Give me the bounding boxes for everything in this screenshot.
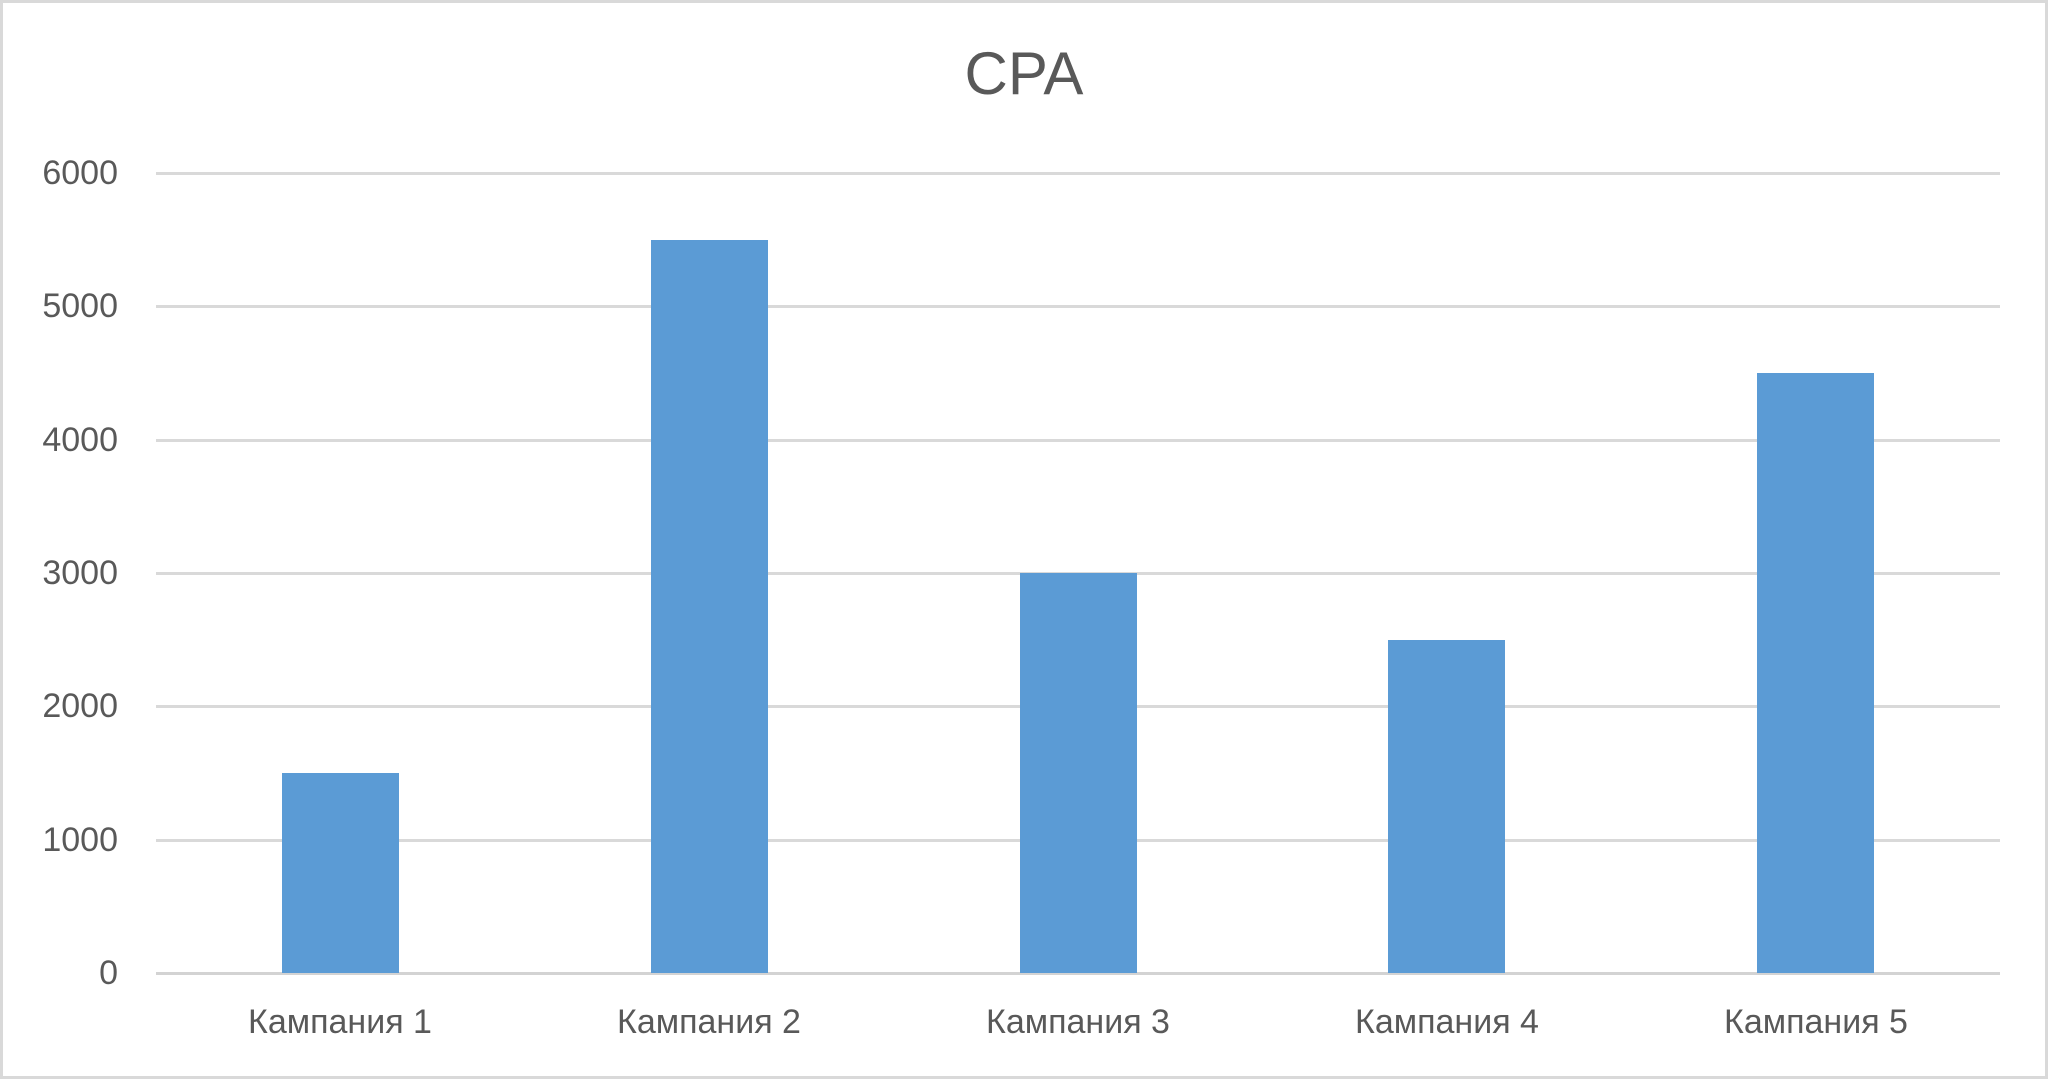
y-tick-label: 0 xyxy=(99,954,118,992)
x-category-label: Кампания 2 xyxy=(617,1003,801,1041)
y-tick-label: 2000 xyxy=(42,687,118,726)
bar-кампания-1 xyxy=(282,773,399,973)
gridline xyxy=(156,305,2000,309)
bar-кампания-3 xyxy=(1020,573,1137,973)
y-tick-label: 1000 xyxy=(42,820,118,859)
bar-кампания-5 xyxy=(1757,373,1874,973)
x-axis-line xyxy=(156,972,2000,975)
y-tick-label: 6000 xyxy=(42,154,118,192)
y-tick-label: 4000 xyxy=(42,420,118,459)
x-category-label: Кампания 1 xyxy=(248,1003,432,1041)
x-category-label: Кампания 4 xyxy=(1355,1003,1539,1041)
gridline xyxy=(156,438,2000,442)
gridline xyxy=(156,172,2000,175)
y-tick-label: 5000 xyxy=(42,287,118,326)
x-category-label: Кампания 5 xyxy=(1724,1003,1908,1041)
chart-title: CPA xyxy=(964,40,1084,107)
bar-кампания-2 xyxy=(651,240,768,973)
bar-кампания-4 xyxy=(1388,640,1505,973)
x-category-label: Кампания 3 xyxy=(986,1003,1170,1041)
y-tick-label: 3000 xyxy=(42,554,118,592)
plot-area xyxy=(156,172,2000,975)
